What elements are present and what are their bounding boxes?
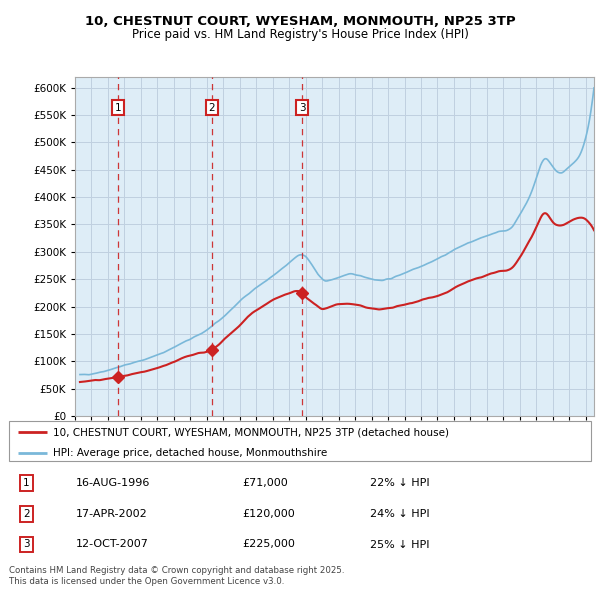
Text: 2: 2 — [208, 103, 215, 113]
FancyBboxPatch shape — [9, 421, 591, 461]
Text: £120,000: £120,000 — [242, 509, 295, 519]
Text: 17-APR-2002: 17-APR-2002 — [76, 509, 148, 519]
Text: 10, CHESTNUT COURT, WYESHAM, MONMOUTH, NP25 3TP: 10, CHESTNUT COURT, WYESHAM, MONMOUTH, N… — [85, 15, 515, 28]
Text: Price paid vs. HM Land Registry's House Price Index (HPI): Price paid vs. HM Land Registry's House … — [131, 28, 469, 41]
Text: 2: 2 — [23, 509, 30, 519]
Text: 3: 3 — [23, 539, 30, 549]
Text: 10, CHESTNUT COURT, WYESHAM, MONMOUTH, NP25 3TP (detached house): 10, CHESTNUT COURT, WYESHAM, MONMOUTH, N… — [53, 427, 449, 437]
Text: 3: 3 — [299, 103, 305, 113]
Text: 12-OCT-2007: 12-OCT-2007 — [76, 539, 149, 549]
Text: 22% ↓ HPI: 22% ↓ HPI — [370, 478, 430, 489]
Text: £71,000: £71,000 — [242, 478, 287, 489]
Text: 24% ↓ HPI: 24% ↓ HPI — [370, 509, 430, 519]
Text: 1: 1 — [23, 478, 30, 489]
Text: HPI: Average price, detached house, Monmouthshire: HPI: Average price, detached house, Monm… — [53, 448, 327, 458]
Text: 16-AUG-1996: 16-AUG-1996 — [76, 478, 151, 489]
Text: £225,000: £225,000 — [242, 539, 295, 549]
Text: Contains HM Land Registry data © Crown copyright and database right 2025.
This d: Contains HM Land Registry data © Crown c… — [9, 566, 344, 586]
Text: 1: 1 — [115, 103, 121, 113]
Text: 25% ↓ HPI: 25% ↓ HPI — [370, 539, 430, 549]
